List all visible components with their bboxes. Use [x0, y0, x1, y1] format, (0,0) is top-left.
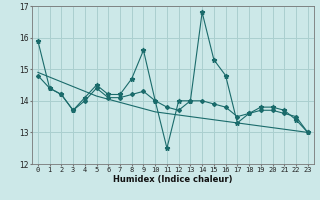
X-axis label: Humidex (Indice chaleur): Humidex (Indice chaleur)	[113, 175, 233, 184]
